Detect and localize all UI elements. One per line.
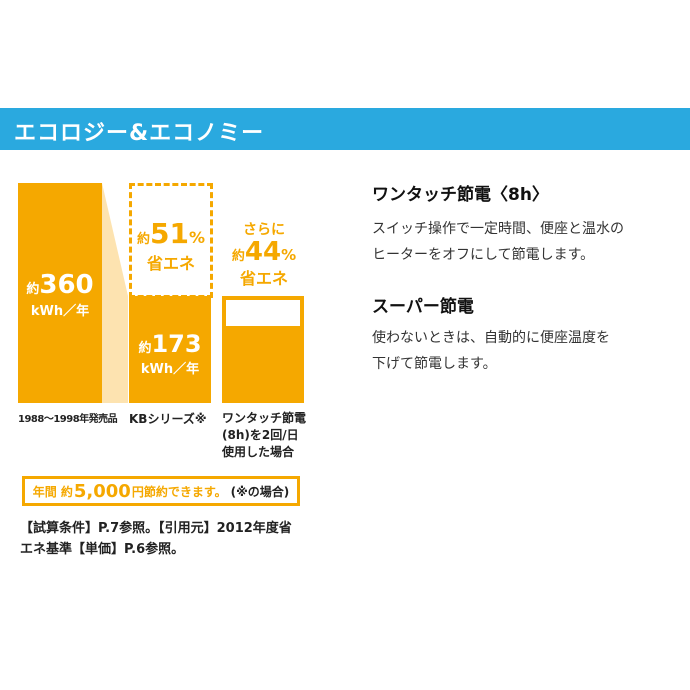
banner-title: エコロジー&エコノミー xyxy=(14,121,265,146)
xlabel-bar1: 1988～1998年発売品 xyxy=(18,414,118,425)
calculation-conditions: 【試算条件】P.7参照。【引用元】2012年度省 エネ基準【単価】P.6参照。 xyxy=(20,521,292,557)
bar-1988-1998 xyxy=(18,183,102,403)
xlabel-bar2: KBシリーズ※ xyxy=(129,412,207,426)
feature-desc-onetouch: スイッチ操作で一定時間、便座と温水の ヒーターをオフにして節電します。 xyxy=(372,221,624,263)
bar1-value-label: 約360 kWh／年 xyxy=(26,270,94,319)
bar-kb-series xyxy=(129,296,211,403)
xlabel-bar3: ワンタッチ節電 (8h)を2回/日 使用した場合 xyxy=(222,411,307,459)
annual-saving-box: 年間 約 5,000 円 節約できます。 (※の場合) xyxy=(22,476,300,506)
feature-desc-super: 使わないときは、自動的に便座温度を 下げて節電します。 xyxy=(372,330,610,372)
bar3-saving-label: さらに 約44% 省エネ xyxy=(231,222,297,288)
bar2-value-label: 約173 kWh／年 xyxy=(138,330,202,377)
section-banner: エコロジー&エコノミー xyxy=(0,108,690,150)
reduction-funnel xyxy=(102,183,128,403)
bar3-saved-portion xyxy=(226,300,300,326)
feature-title-onetouch: ワンタッチ節電〈8h〉 xyxy=(372,185,549,205)
bar2-saving-label: 約51% 省エネ xyxy=(136,217,205,274)
feature-title-super: スーパー節電 xyxy=(372,297,474,317)
